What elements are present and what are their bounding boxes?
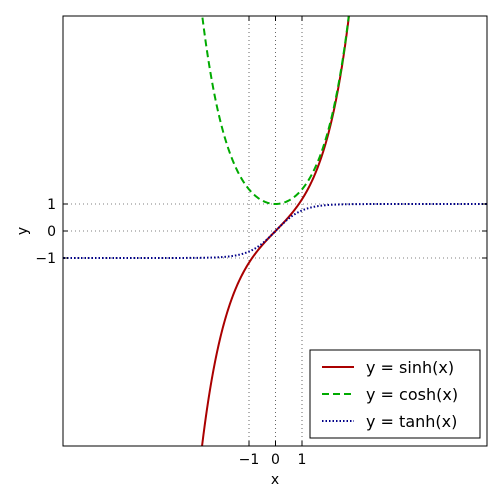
x-tick-label: 0 (271, 452, 280, 468)
legend-label-cosh: y = cosh(x) (366, 385, 458, 404)
x-tick-label: −1 (239, 452, 260, 468)
legend: y = sinh(x) y = cosh(x) y = tanh(x) (310, 350, 480, 438)
legend-label-sinh: y = sinh(x) (366, 358, 454, 377)
x-axis-label: x (271, 472, 279, 488)
y-tick-label: 1 (47, 197, 56, 213)
y-tick-label: −1 (35, 251, 56, 267)
y-tick-label: 0 (47, 224, 56, 240)
x-tick-label: 1 (298, 452, 307, 468)
legend-label-tanh: y = tanh(x) (366, 412, 457, 431)
y-axis-label: y (15, 227, 31, 235)
